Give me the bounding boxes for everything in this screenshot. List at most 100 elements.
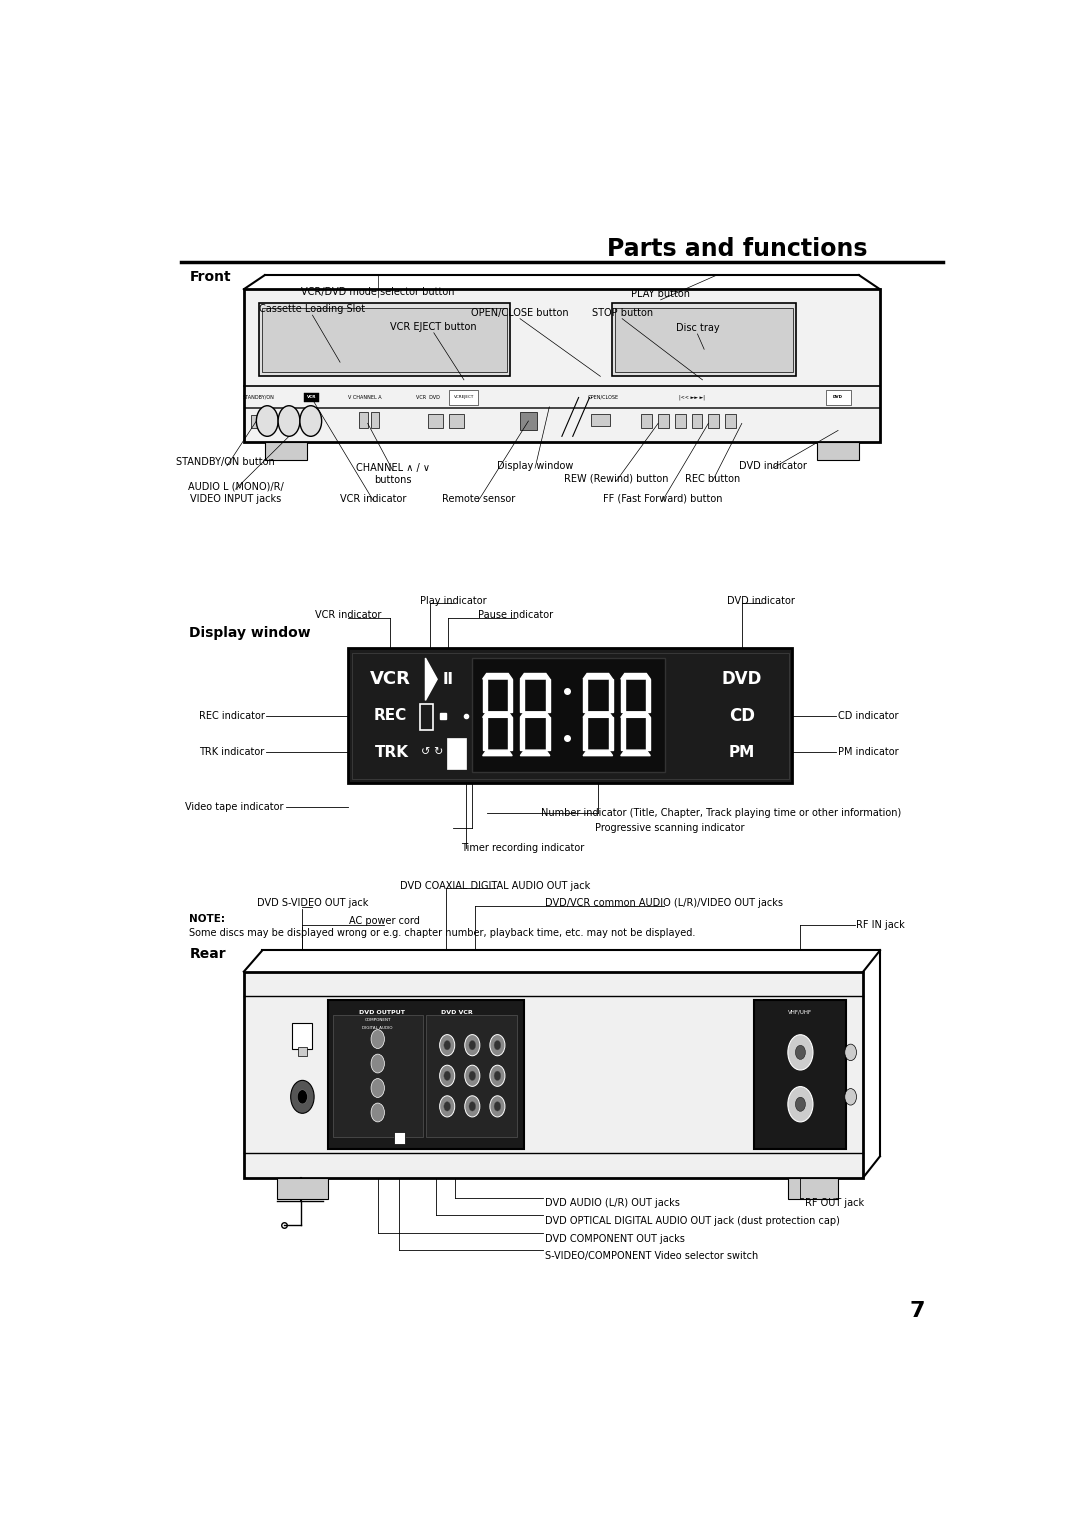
Polygon shape	[483, 712, 512, 717]
Bar	[658, 414, 669, 428]
Bar	[244, 972, 863, 1178]
Text: DVD indicator: DVD indicator	[739, 461, 807, 471]
Text: |<< ►► ►|: |<< ►► ►|	[678, 394, 704, 400]
Text: REC indicator: REC indicator	[199, 711, 265, 721]
Text: DVD/VCR common AUDIO (L/R)/VIDEO OUT jacks: DVD/VCR common AUDIO (L/R)/VIDEO OUT jac…	[545, 898, 783, 909]
Text: Pause indicator: Pause indicator	[478, 610, 553, 620]
Text: DVD S-VIDEO OUT jack: DVD S-VIDEO OUT jack	[257, 898, 368, 909]
Text: PM: PM	[729, 744, 755, 759]
Circle shape	[444, 1071, 450, 1080]
Text: DVD indicator: DVD indicator	[727, 596, 795, 607]
Polygon shape	[521, 712, 550, 717]
Text: REC button: REC button	[685, 474, 740, 484]
Circle shape	[788, 1086, 813, 1122]
Polygon shape	[426, 659, 437, 700]
Circle shape	[469, 1102, 475, 1111]
Polygon shape	[521, 717, 524, 750]
Text: Progressive scanning indicator: Progressive scanning indicator	[595, 824, 745, 833]
Polygon shape	[609, 678, 612, 712]
Text: Display window: Display window	[189, 626, 311, 640]
Polygon shape	[521, 750, 550, 756]
Text: CD: CD	[729, 707, 755, 724]
Text: REW (Rewind) button: REW (Rewind) button	[564, 474, 669, 484]
Text: Parts and functions: Parts and functions	[607, 237, 868, 261]
Text: ↺: ↺	[421, 747, 430, 758]
Bar	[754, 1001, 847, 1149]
Text: Rear: Rear	[189, 947, 226, 961]
Circle shape	[440, 1065, 455, 1086]
Bar	[708, 414, 719, 428]
Circle shape	[372, 1054, 384, 1073]
Text: OPEN/CLOSE: OPEN/CLOSE	[589, 396, 619, 400]
Polygon shape	[621, 717, 624, 750]
Polygon shape	[583, 750, 612, 756]
Text: STOP button: STOP button	[592, 307, 652, 318]
Text: STANDBY/ON: STANDBY/ON	[243, 396, 274, 400]
Bar	[420, 704, 433, 730]
Text: Timer recording indicator: Timer recording indicator	[461, 843, 584, 853]
Text: RF OUT jack: RF OUT jack	[805, 1198, 864, 1209]
Text: OUTPUT: OUTPUT	[443, 1019, 472, 1024]
Polygon shape	[545, 717, 550, 750]
Circle shape	[469, 1071, 475, 1080]
Circle shape	[256, 406, 279, 437]
Bar	[372, 411, 379, 428]
Text: REC: REC	[374, 709, 407, 723]
Bar	[447, 738, 465, 769]
Bar	[521, 411, 537, 431]
Polygon shape	[621, 750, 650, 756]
Circle shape	[372, 1079, 384, 1097]
Polygon shape	[583, 717, 588, 750]
Text: OPEN/CLOSE button: OPEN/CLOSE button	[471, 307, 569, 318]
Polygon shape	[521, 674, 550, 678]
Circle shape	[372, 1103, 384, 1122]
Bar	[428, 414, 443, 428]
Polygon shape	[521, 678, 524, 712]
Circle shape	[795, 1045, 806, 1059]
Text: VCR: VCR	[369, 671, 410, 688]
Bar	[278, 1178, 327, 1199]
Bar	[305, 393, 320, 402]
Bar	[349, 648, 792, 784]
Text: ↻: ↻	[433, 747, 443, 758]
Circle shape	[464, 1096, 480, 1117]
Bar	[293, 1024, 312, 1050]
Text: Some discs may be displayed wrong or e.g. chapter number, playback time, etc. ma: Some discs may be displayed wrong or e.g…	[189, 927, 696, 938]
Text: CD indicator: CD indicator	[838, 711, 899, 721]
Polygon shape	[621, 678, 624, 712]
Circle shape	[494, 1102, 501, 1111]
Text: DVD VCR: DVD VCR	[442, 1010, 473, 1015]
Bar	[298, 1047, 307, 1056]
Text: S-VIDEO/COMPONENT Video selector switch: S-VIDEO/COMPONENT Video selector switch	[545, 1251, 758, 1262]
Text: STANDBY/ON button: STANDBY/ON button	[176, 457, 274, 468]
Circle shape	[464, 1065, 480, 1086]
Bar	[251, 416, 261, 428]
Text: PLAY button: PLAY button	[631, 289, 690, 299]
Circle shape	[845, 1088, 856, 1105]
Bar	[472, 657, 665, 772]
Text: Display window: Display window	[497, 461, 573, 471]
Text: buttons: buttons	[374, 475, 411, 484]
Circle shape	[300, 406, 322, 437]
Text: P: P	[453, 747, 460, 758]
Text: Ⅱ: Ⅱ	[442, 672, 453, 686]
Text: CHANNEL ∧ / ∨: CHANNEL ∧ / ∨	[355, 463, 430, 474]
Circle shape	[490, 1034, 505, 1056]
Bar	[725, 414, 735, 428]
Circle shape	[464, 1034, 480, 1056]
Text: Disc tray: Disc tray	[676, 322, 719, 333]
Polygon shape	[509, 678, 512, 712]
Text: VCR indicator: VCR indicator	[340, 494, 407, 504]
Text: Play indicator: Play indicator	[420, 596, 486, 607]
Polygon shape	[483, 678, 487, 712]
Text: AUDIO L (MONO)/R/: AUDIO L (MONO)/R/	[188, 481, 283, 492]
Circle shape	[372, 1030, 384, 1048]
Text: DVD COAXIAL DIGITAL AUDIO OUT jack: DVD COAXIAL DIGITAL AUDIO OUT jack	[400, 880, 590, 891]
Bar	[612, 304, 796, 376]
Polygon shape	[545, 678, 550, 712]
Bar	[642, 414, 652, 428]
Bar	[691, 414, 702, 428]
Circle shape	[494, 1071, 501, 1080]
Text: Front: Front	[189, 270, 231, 284]
Circle shape	[444, 1102, 450, 1111]
